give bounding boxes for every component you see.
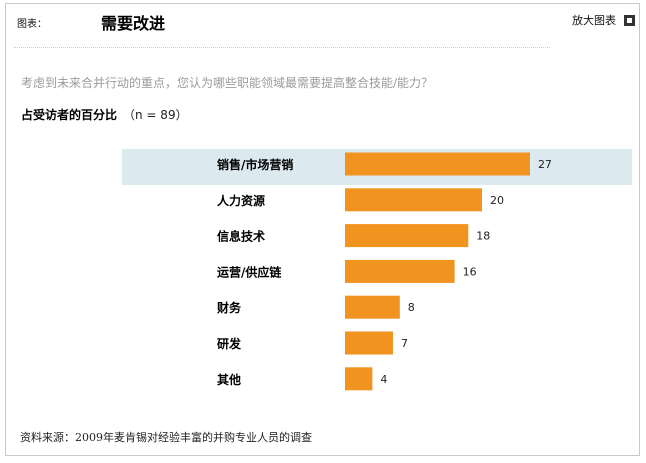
survey-question: 考虑到未来合并行动的重点，您认为哪些职能领域最需要提高整合技能/能力？ [21,76,434,90]
bar [345,224,469,248]
enlarge-chart-label: 放大图表 [572,14,616,27]
value-label: 8 [408,301,415,314]
bar [345,295,400,319]
category-label: 信息技术 [217,229,265,244]
chart-panel: 图表： 需要改进 放大图表 考虑到未来合并行动的重点，您认为哪些职能领域最需要提… [5,3,640,456]
value-label: 16 [463,265,477,278]
chart-subtitle: 占受访者的百分比 （n = 89） [21,106,188,123]
value-label: 4 [380,373,387,386]
category-label: 财务 [216,300,242,315]
header-divider [14,47,550,48]
bar [345,259,455,283]
enlarge-chart-button[interactable]: 放大图表 [572,12,635,28]
expand-icon [624,14,635,26]
bar [345,188,482,212]
category-label: 人力资源 [217,193,265,208]
category-label: 其他 [217,372,241,387]
source-note: 资料来源：2009年麦肯锡对经验丰富的并购专业人员的调查 [20,431,312,444]
sample-size: （n = 89） [123,108,188,122]
subtitle-text: 占受访者的百分比 [21,108,118,122]
bar [345,367,373,391]
bar [345,152,530,176]
bar [345,331,393,355]
bar-chart: 销售/市场营销 27 人力资源 20 信息技术 18 运营/供应链 16 财务 8 研发 7 其他 4 [216,152,552,391]
value-label: 18 [476,230,490,243]
chart-title: 需要改进 [101,14,166,33]
category-label: 运营/供应链 [217,264,282,279]
category-label: 销售/市场营销 [217,157,293,172]
chart-label: 图表： [17,19,47,30]
category-label: 研发 [217,336,242,351]
value-label: 20 [490,194,504,207]
value-label: 27 [538,158,552,171]
value-label: 7 [401,337,408,350]
